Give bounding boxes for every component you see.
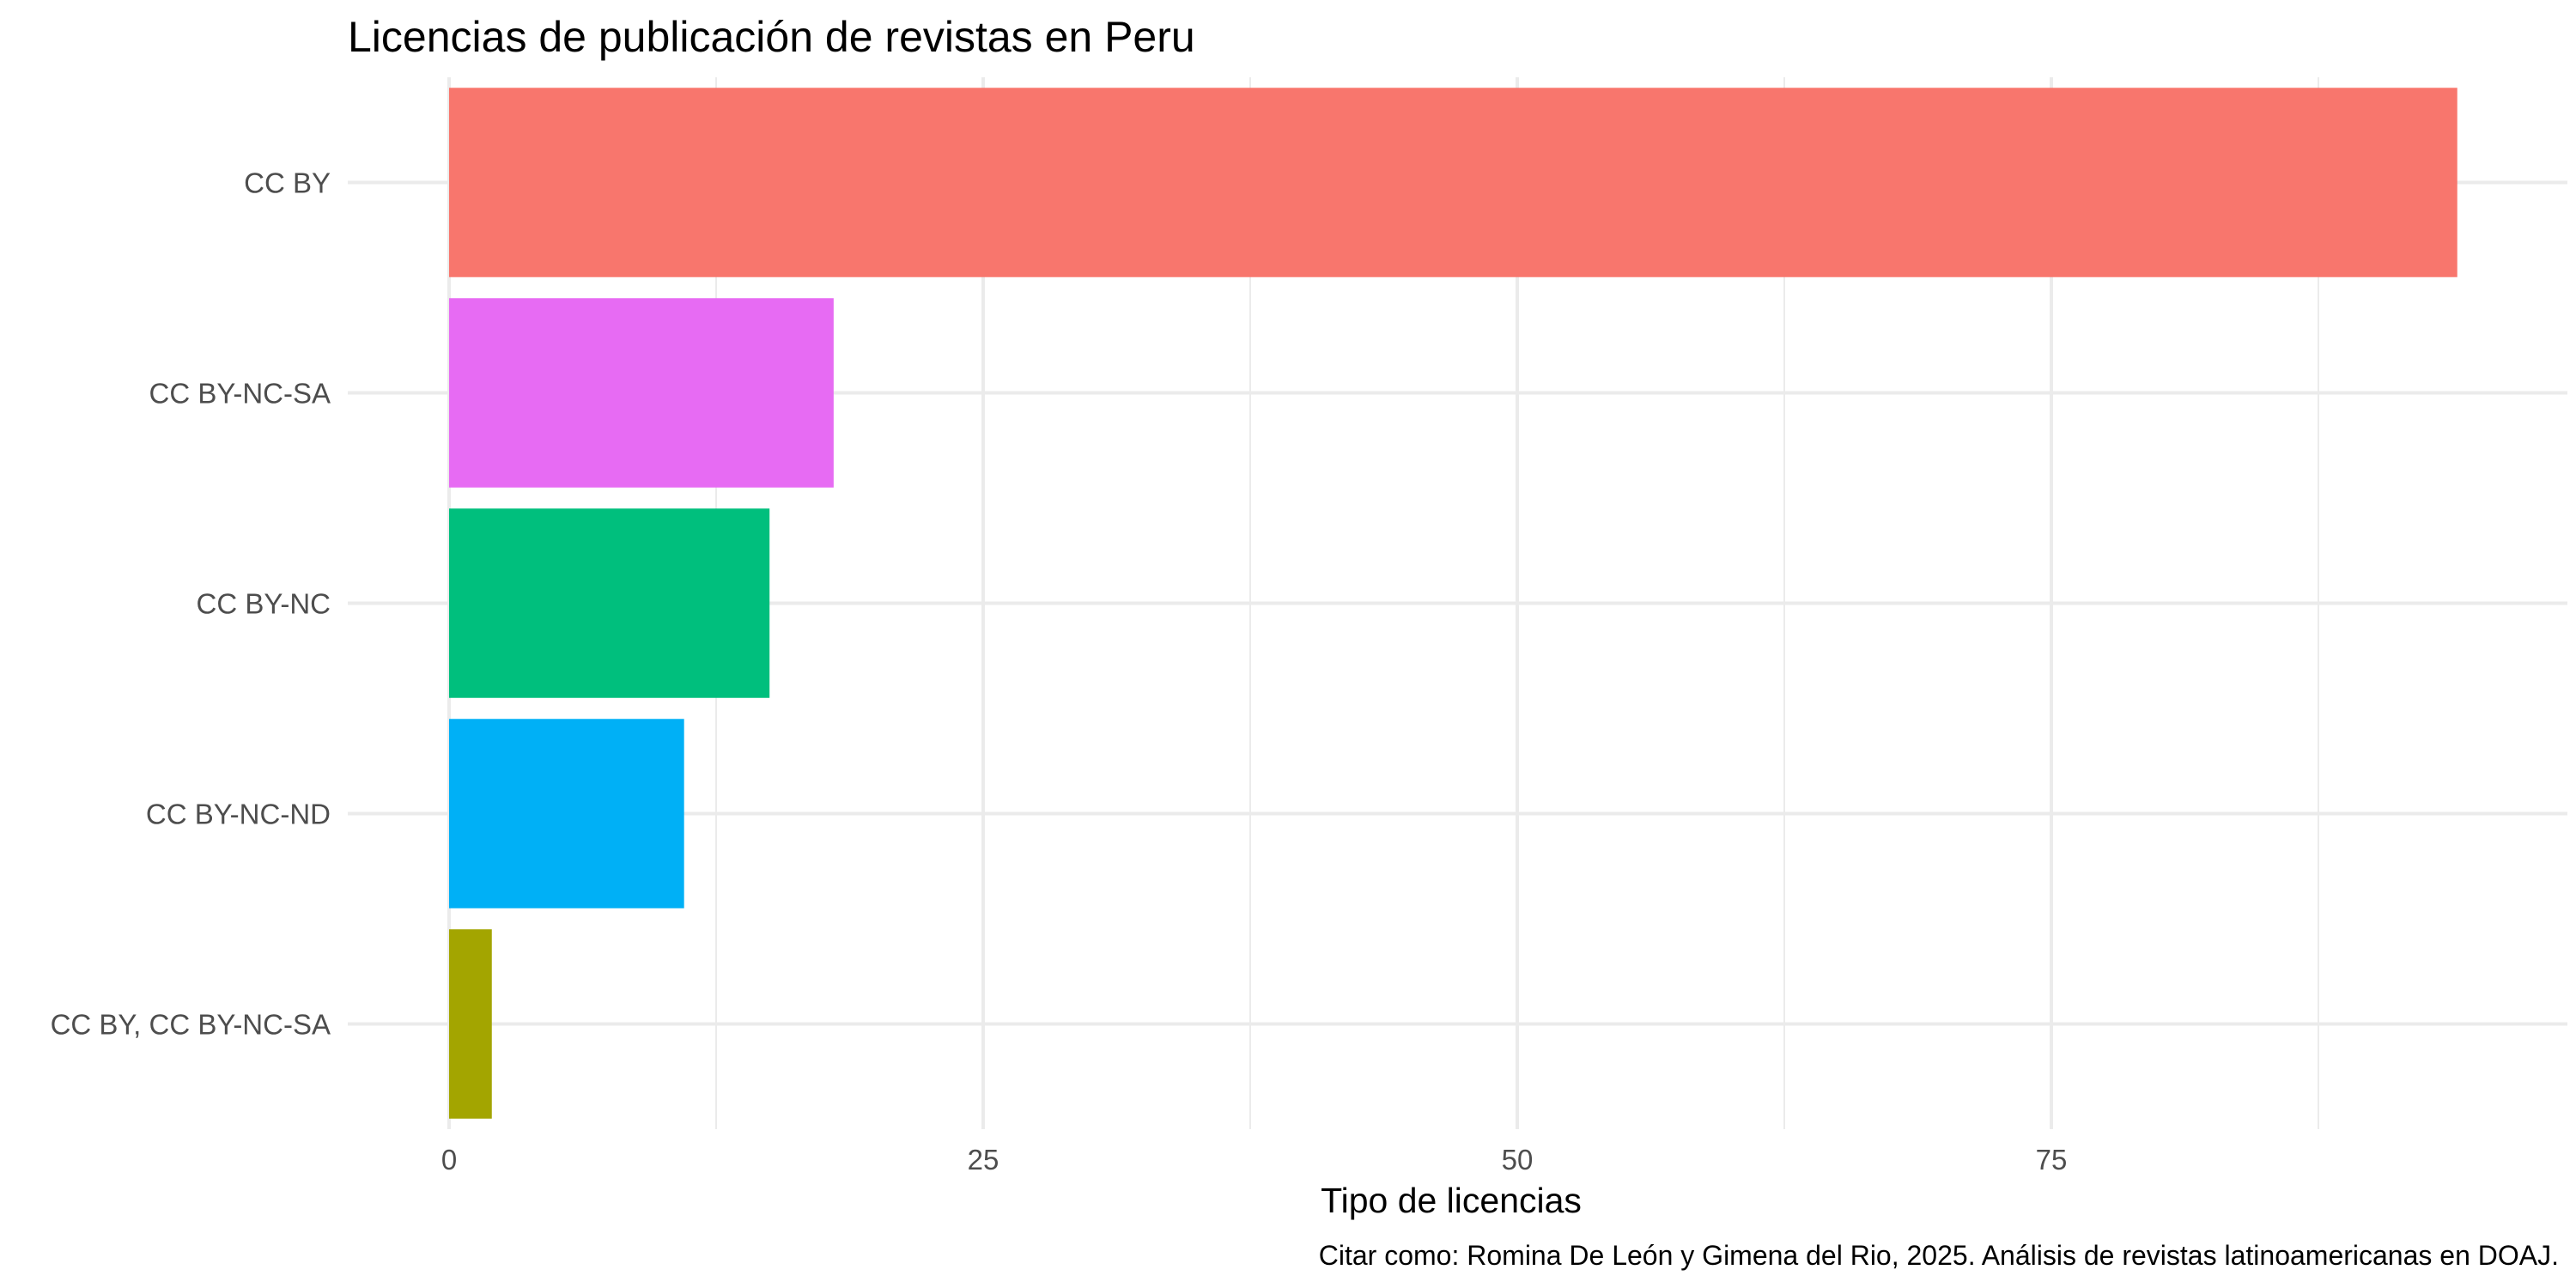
y-tick-label: CC BY-NC-SA bbox=[149, 378, 331, 410]
bar bbox=[449, 508, 770, 698]
y-tick-labels: CC BY CC BY-NC-SA CC BY-NC CC BY-NC-ND CC BY… bbox=[51, 167, 331, 1041]
y-tick-label: CC BY-NC-ND bbox=[146, 799, 331, 830]
bar bbox=[449, 719, 684, 908]
y-tick-label: CC BY bbox=[244, 167, 331, 199]
chart-caption: Citar como: Romina De León y Gimena del … bbox=[1319, 1240, 2559, 1271]
bar bbox=[449, 88, 2458, 277]
x-tick-label: 25 bbox=[968, 1144, 999, 1176]
bar bbox=[449, 929, 492, 1119]
bar bbox=[449, 298, 834, 488]
x-tick-label: 50 bbox=[1502, 1144, 1534, 1176]
x-tick-labels: 0 25 50 75 bbox=[441, 1144, 2068, 1176]
x-tick-label: 0 bbox=[441, 1144, 457, 1176]
chart-title: Licencias de publicación de revistas en … bbox=[348, 13, 1195, 61]
x-tick-label: 75 bbox=[2036, 1144, 2068, 1176]
bars bbox=[449, 88, 2458, 1119]
x-axis-label: Tipo de licencias bbox=[1321, 1181, 1582, 1220]
y-tick-label: CC BY-NC bbox=[197, 588, 331, 620]
y-tick-label: CC BY, CC BY-NC-SA bbox=[51, 1009, 331, 1041]
